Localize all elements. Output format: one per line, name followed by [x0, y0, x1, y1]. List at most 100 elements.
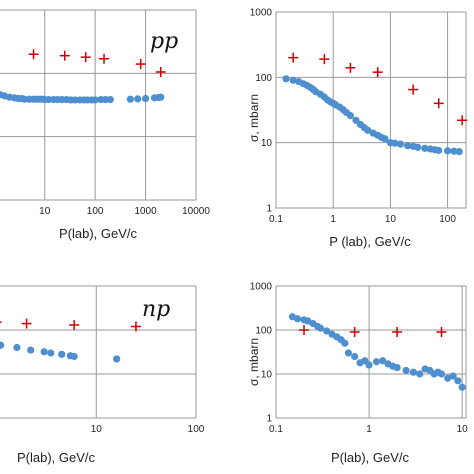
data-point-dot	[113, 355, 121, 363]
y-tick-label: 100	[255, 326, 272, 337]
data-point-dot	[293, 315, 302, 323]
data-point-plus	[28, 49, 39, 60]
data-point-dot	[437, 370, 446, 378]
data-point-dot	[365, 361, 373, 369]
data-point-dot	[157, 93, 165, 101]
data-point-plus	[299, 325, 310, 335]
chart-panel-1: 10 100 1000 10000 pp P(lab), GeV/c	[0, 9, 210, 241]
data-point-dot	[106, 95, 114, 104]
data-point-dot	[393, 363, 401, 372]
data-point-dot	[444, 374, 452, 382]
data-point-plus	[135, 59, 146, 70]
data-point-plus	[372, 67, 383, 78]
x-tick-label: 1	[366, 424, 372, 435]
x-tick-label: 10	[39, 206, 51, 217]
data-point-plus	[392, 327, 403, 338]
data-point-dot	[435, 146, 443, 155]
data-point-plus	[69, 319, 80, 330]
data-point-dot	[40, 348, 48, 356]
y-tick-label: 1	[266, 204, 272, 215]
data-point-dot	[379, 357, 387, 365]
plot-frame	[275, 285, 467, 419]
data-point-dot	[91, 96, 99, 104]
data-point-plus	[319, 54, 330, 65]
data-point-dot	[351, 352, 359, 361]
x-axis-label: P(lab), GeV/c	[331, 450, 410, 465]
data-point-dot	[391, 139, 399, 147]
data-point-dot	[47, 349, 55, 357]
x-tick-label: 100	[87, 206, 104, 217]
data-point-dot	[289, 76, 297, 84]
data-point-plus	[288, 52, 299, 63]
data-point-dot	[282, 75, 290, 83]
data-point-dot	[364, 126, 372, 134]
y-axis-label: σ, mbarn	[247, 94, 261, 142]
x-tick-label: 100	[439, 214, 456, 225]
data-point-dot	[396, 140, 405, 148]
data-point-dot	[450, 147, 458, 155]
data-point-dot	[126, 95, 134, 103]
data-point-plus	[457, 115, 468, 126]
data-point-plus	[436, 327, 447, 338]
data-point-dot	[402, 366, 410, 375]
data-point-dot	[443, 147, 452, 155]
y-tick-label: 10	[261, 138, 273, 149]
x-tick-label: 1	[330, 214, 336, 225]
x-tick-label: 10	[457, 424, 469, 435]
y-tick-label: 100	[255, 73, 272, 84]
data-point-dot	[381, 135, 389, 143]
data-point-dot	[346, 111, 355, 120]
data-point-dot	[352, 116, 360, 124]
data-point-dot	[458, 383, 466, 391]
data-point-dot	[341, 339, 349, 347]
data-point-plus	[21, 318, 32, 329]
data-point-plus	[408, 84, 419, 95]
data-point-dot	[316, 324, 325, 332]
data-point-plus	[80, 52, 91, 63]
y-tick-label: 10	[261, 370, 273, 381]
data-point-dot	[344, 349, 353, 357]
x-tick-label: 1000	[134, 206, 157, 217]
data-point-dot	[409, 368, 418, 376]
y-tick-label: 1000	[250, 282, 273, 293]
data-point-dot	[455, 147, 463, 156]
x-axis-label: P(lab), GeV/c	[17, 450, 96, 465]
chart-panel-3: 110100npP(lab), GeV/c	[0, 285, 205, 465]
data-point-dot	[372, 358, 381, 366]
data-point-plus	[433, 98, 444, 109]
data-point-dot	[13, 343, 21, 352]
plot-frame	[275, 11, 467, 209]
panel-annotation: np	[142, 297, 170, 322]
x-tick-label: 0.1	[269, 214, 283, 225]
y-axis-label: σ, mbarn	[247, 338, 261, 386]
data-point-plus	[155, 66, 166, 77]
data-point-dot	[134, 95, 142, 103]
x-axis-label: P (lab), GeV/c	[329, 234, 411, 249]
data-point-plus	[59, 50, 70, 61]
x-tick-label: 10000	[182, 206, 210, 217]
data-point-dot	[416, 370, 424, 378]
data-point-plus	[99, 53, 110, 64]
data-point-dot	[421, 144, 429, 152]
x-tick-label: 100	[188, 424, 205, 435]
data-point-dot	[27, 346, 35, 354]
data-point-dot	[449, 372, 457, 380]
data-point-dot	[0, 341, 5, 349]
y-tick-label: 1	[266, 414, 272, 425]
data-point-dot	[414, 143, 422, 151]
data-point-dot	[403, 142, 412, 150]
data-point-plus	[349, 327, 360, 338]
data-point-plus	[0, 321, 2, 324]
data-point-plus	[345, 62, 356, 73]
panel-annotation: pp	[150, 29, 178, 54]
x-tick-label: 0.1	[269, 424, 283, 435]
data-point-dot	[58, 350, 66, 358]
data-point-dot	[70, 352, 78, 361]
data-point-dot	[323, 327, 331, 335]
x-tick-label: 10	[385, 214, 397, 225]
x-tick-label: 10	[91, 424, 103, 435]
y-tick-label: 1000	[250, 8, 273, 19]
